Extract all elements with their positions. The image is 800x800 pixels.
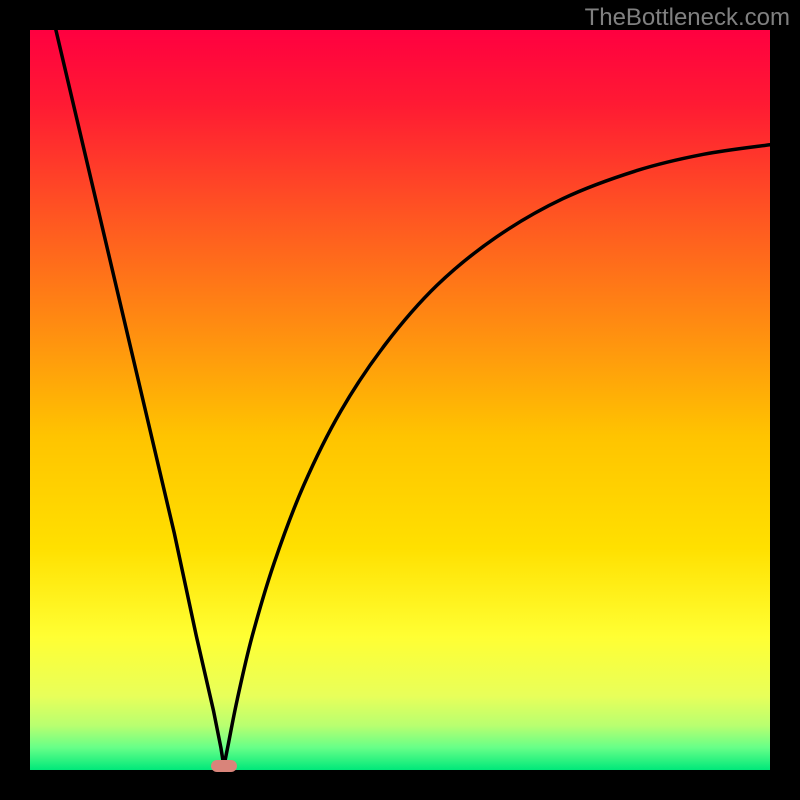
plot-area <box>30 30 770 770</box>
vertex-marker <box>211 760 237 772</box>
curve-svg <box>30 30 770 770</box>
watermark-text: TheBottleneck.com <box>585 4 790 32</box>
curve-path <box>56 30 770 766</box>
